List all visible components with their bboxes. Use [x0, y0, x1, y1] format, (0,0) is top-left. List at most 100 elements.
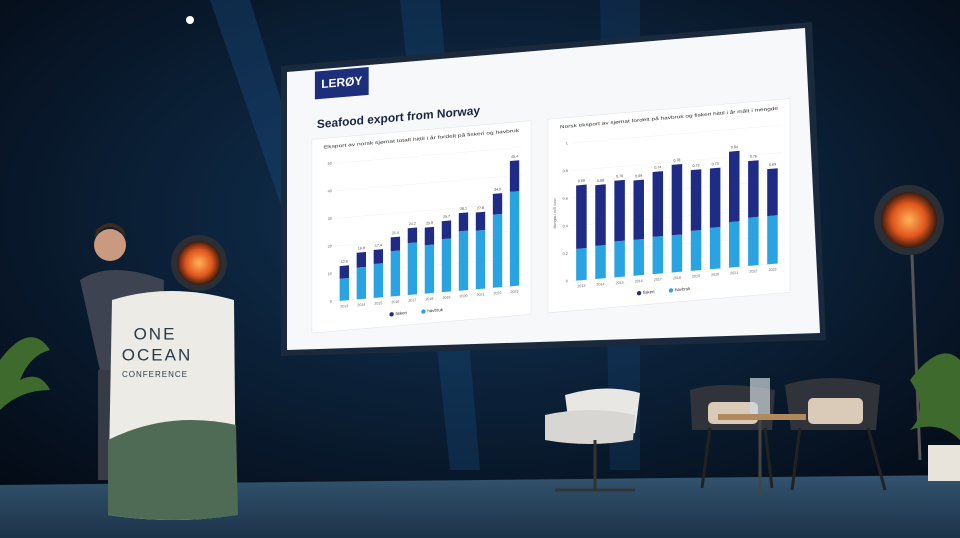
bar-segment: [728, 150, 740, 223]
x-tick-label: 2014: [357, 303, 365, 308]
podium-text: ONE: [134, 324, 177, 343]
chair: [785, 378, 887, 491]
bar-segment: [475, 229, 486, 290]
bar-segment: [407, 227, 418, 244]
x-tick-label: 2023: [511, 290, 519, 295]
plant-pot: [928, 445, 960, 481]
bar-segment: [356, 251, 367, 268]
x-tick-label: 2015: [616, 281, 624, 286]
y-tick-label: 0: [566, 279, 568, 283]
total-label: 0.73: [712, 162, 719, 167]
slide: LERØY Seafood export from Norway Eksport…: [311, 67, 791, 334]
y-tick-label: 10: [328, 272, 332, 276]
bar-segment: [767, 168, 778, 217]
y-axis-label: Mengde i mill. tonn: [553, 198, 557, 228]
bar-segment: [458, 212, 469, 232]
bar-segment: [709, 226, 721, 270]
lamp: [177, 241, 221, 285]
bar-segment: [492, 213, 503, 288]
logo-box: [314, 67, 369, 100]
x-tick-label: 2019: [692, 274, 700, 279]
total-label: 0.84: [731, 145, 738, 150]
total-label: 27.8: [477, 206, 484, 211]
x-tick-label: 2021: [730, 271, 738, 276]
plant: [910, 353, 960, 440]
legend-label: fiskeri: [643, 289, 654, 295]
total-label: 0.70: [616, 174, 623, 179]
grid-line: [335, 174, 524, 191]
x-tick-label: 2013: [340, 304, 348, 309]
x-tick-label: 2020: [459, 294, 467, 299]
podium-text: CONFERENCE: [122, 370, 188, 379]
y-tick-label: 0.8: [563, 169, 568, 173]
grid-line: [571, 124, 783, 144]
water-jug: [750, 378, 770, 414]
chart: Eksport av norsk sjømat totalt hittil i …: [311, 120, 532, 334]
total-label: 28.1: [460, 206, 467, 211]
total-label: 24.2: [409, 222, 416, 227]
x-tick-label: 2014: [597, 282, 605, 287]
bar-segment: [424, 226, 435, 246]
bar-segment: [373, 249, 384, 265]
grid-line: [571, 262, 783, 282]
bar-segment: [509, 160, 520, 192]
y-tick-label: 0.2: [563, 252, 568, 256]
total-label: 25.7: [443, 214, 450, 219]
y-tick-label: 40: [328, 189, 332, 193]
bar-segment: [424, 244, 435, 294]
grid-line: [335, 202, 524, 219]
bar-segment: [373, 263, 384, 298]
total-label: 0.78: [673, 158, 680, 163]
ceiling-light: [186, 16, 194, 24]
total-label: 0.69: [578, 179, 585, 184]
x-tick-label: 2022: [494, 291, 502, 296]
legend-label: havbruk: [427, 307, 443, 313]
y-tick-label: 0.6: [563, 197, 568, 201]
legend-swatch: [636, 290, 642, 296]
x-tick-label: 2019: [442, 295, 450, 300]
bar-segment: [441, 238, 452, 293]
legend-swatch: [421, 309, 426, 314]
bar-segment: [652, 171, 664, 237]
total-label: 21.4: [392, 231, 399, 236]
bar-segment: [441, 220, 452, 240]
bar-segment: [339, 277, 349, 301]
total-label: 16.9: [358, 246, 365, 251]
bar-segment: [595, 245, 606, 280]
bar-segment: [748, 160, 759, 218]
bar-segment: [652, 235, 664, 275]
x-tick-label: 2016: [391, 300, 399, 305]
total-label: 23.9: [426, 221, 433, 226]
legend-swatch: [389, 312, 394, 317]
chart: Norsk eksport av sjømat fordelt på havbr…: [547, 98, 791, 314]
y-tick-label: 30: [328, 217, 332, 221]
x-tick-label: 2015: [374, 301, 382, 306]
bar-segment: [709, 167, 721, 228]
side-table: [718, 414, 806, 420]
total-label: 0.76: [750, 154, 757, 159]
bar-segment: [576, 248, 587, 281]
bar-segment: [407, 242, 418, 296]
bar-segment: [595, 184, 606, 246]
legend-label: fiskeri: [396, 310, 407, 316]
chair: [545, 388, 640, 492]
x-tick-label: 2013: [577, 284, 585, 289]
grid-line: [335, 146, 524, 164]
bar-segment: [614, 179, 625, 242]
bar-segment: [633, 239, 644, 276]
total-label: 34.0: [494, 187, 501, 192]
bar-segment: [748, 216, 759, 267]
bar-segment: [633, 179, 644, 240]
bar-segment: [509, 191, 520, 287]
y-tick-label: 1: [566, 141, 568, 145]
x-tick-label: 2020: [711, 272, 719, 277]
bar-segment: [767, 215, 778, 265]
total-label: 0.68: [597, 178, 604, 183]
bar-segment: [671, 234, 683, 273]
bar-segment: [339, 265, 349, 279]
y-tick-label: 0.4: [563, 224, 568, 228]
bar-segment: [475, 211, 486, 231]
x-tick-label: 2018: [673, 276, 681, 281]
total-label: 45.4: [511, 154, 518, 159]
